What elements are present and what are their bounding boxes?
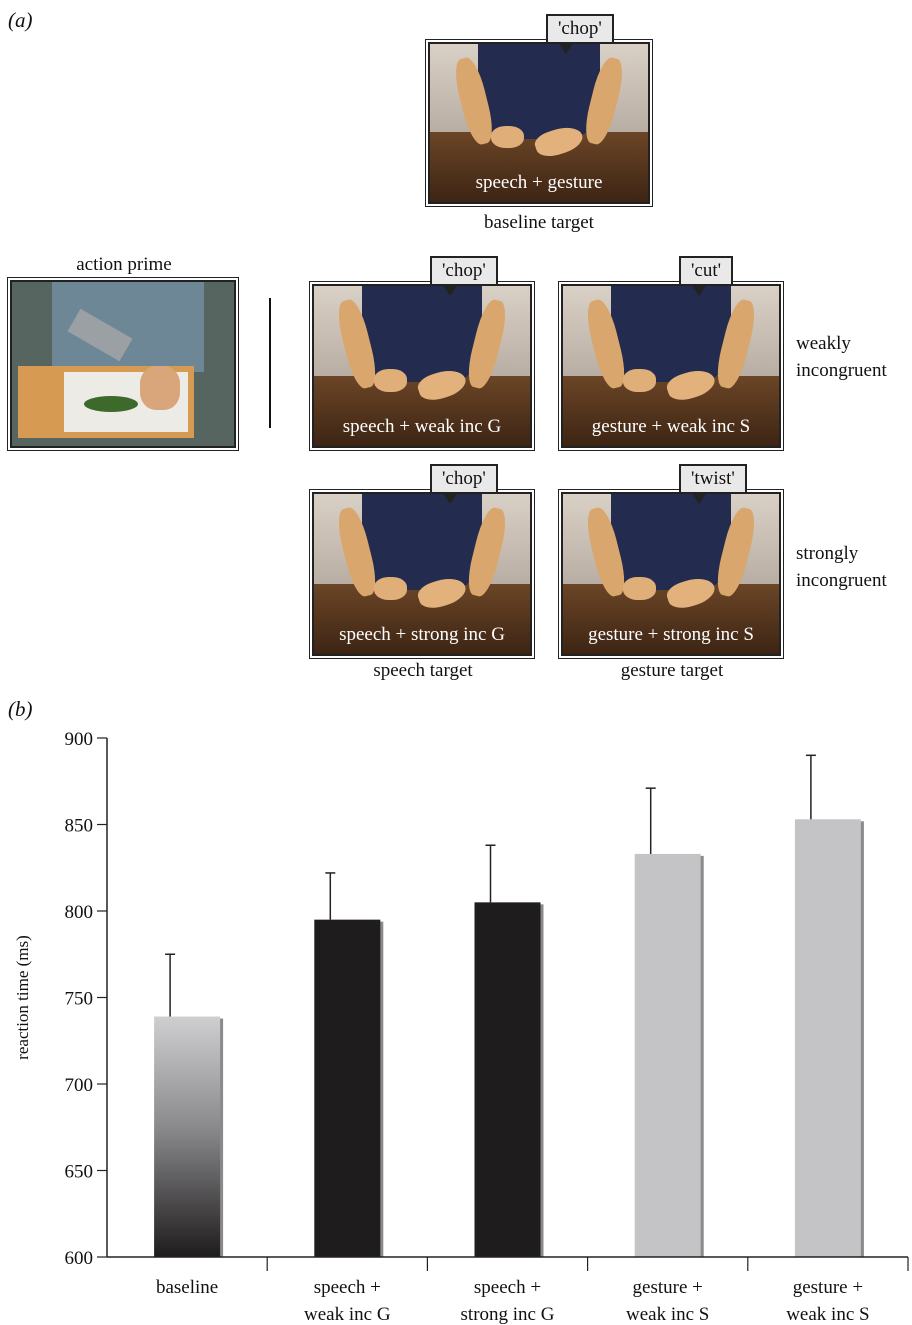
weakly-label-line2: incongruent xyxy=(796,360,887,381)
y-tick-label: 750 xyxy=(65,989,94,1010)
x-tick-label: baseline xyxy=(156,1277,218,1298)
panel-a-label: (a) xyxy=(8,8,33,32)
speech-strong-bubble: 'chop' xyxy=(430,464,498,504)
bar-2 xyxy=(474,902,541,1257)
x-tick-label: strong inc G xyxy=(461,1304,555,1325)
gesture-strong-video-label: gesture + strong inc S xyxy=(588,624,754,645)
strongly-label-line1: strongly xyxy=(796,543,859,564)
speech-weak-bubble: 'chop' xyxy=(430,256,498,296)
baseline-video-label: speech + gesture xyxy=(475,172,603,193)
speech-weak-video-label: speech + weak inc G xyxy=(342,416,502,437)
y-tick-label: 600 xyxy=(65,1248,94,1269)
y-axis-title: reaction time (ms) xyxy=(13,935,32,1060)
x-tick-label: gesture + xyxy=(633,1277,703,1298)
bar-1 xyxy=(314,919,381,1257)
action-prime-photo xyxy=(7,277,239,451)
x-tick-label: speech + xyxy=(314,1277,381,1298)
strongly-label-line2: incongruent xyxy=(796,570,887,591)
y-tick-label: 700 xyxy=(65,1075,94,1096)
y-tick-label: 900 xyxy=(65,729,94,750)
divider-line xyxy=(269,298,271,428)
gesture-strong-video-frame: gesture + strong inc S xyxy=(558,489,784,659)
speech-strong-video-label: speech + strong inc G xyxy=(339,624,505,645)
y-tick-label: 650 xyxy=(65,1162,94,1183)
gesture-strong-bubble: 'twist' xyxy=(679,464,747,504)
x-tick-label: gesture + xyxy=(793,1277,863,1298)
weakly-label-line1: weakly xyxy=(796,333,851,354)
gesture-weak-bubble: 'cut' xyxy=(679,256,734,296)
bar-0 xyxy=(154,1016,221,1257)
y-tick-label: 850 xyxy=(65,816,94,837)
action-prime-caption: action prime xyxy=(76,254,172,275)
speech-target-caption: speech target xyxy=(373,660,473,681)
speech-strong-video-frame: speech + strong inc G xyxy=(309,489,535,659)
baseline-speech-bubble: 'chop' xyxy=(546,14,614,54)
speech-weak-video-frame: speech + weak inc G xyxy=(309,281,535,451)
gesture-target-caption: gesture target xyxy=(620,660,724,681)
gesture-weak-video-frame: gesture + weak inc S xyxy=(558,281,784,451)
bar-4 xyxy=(794,819,861,1257)
reaction-time-bar-chart: baseline speech + weak inc G speech + strong… xyxy=(13,729,909,1325)
bar-3 xyxy=(634,853,701,1257)
x-tick-label: weak inc S xyxy=(786,1304,869,1325)
x-tick-label: weak inc G xyxy=(304,1304,391,1325)
x-tick-label: weak inc S xyxy=(626,1304,709,1325)
strongly-incongruent-label: strongly incongruent xyxy=(796,540,887,594)
x-tick-label: speech + xyxy=(474,1277,541,1298)
gesture-weak-video-label: gesture + weak inc S xyxy=(591,416,751,437)
y-tick-label: 800 xyxy=(65,902,94,923)
baseline-video-frame: speech + gesture xyxy=(425,39,653,207)
panel-b-label: (b) xyxy=(8,697,33,721)
baseline-target-caption: baseline target xyxy=(484,212,594,233)
weakly-incongruent-label: weakly incongruent xyxy=(796,330,887,384)
